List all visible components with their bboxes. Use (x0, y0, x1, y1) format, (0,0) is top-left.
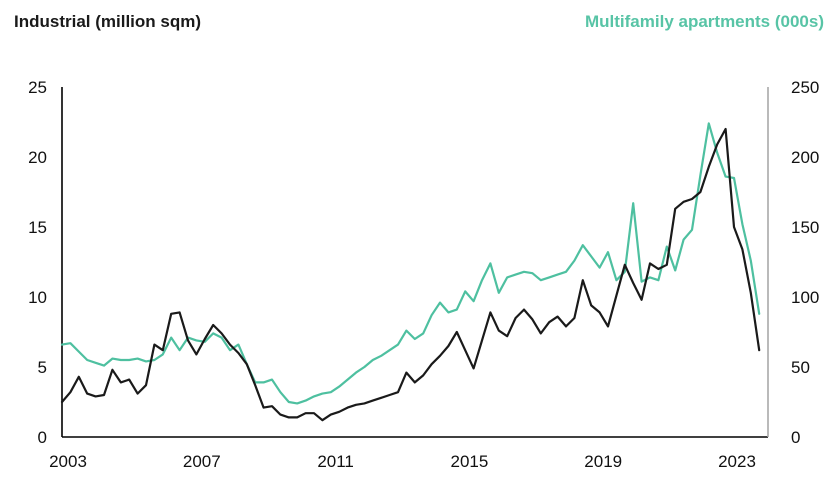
right-axis-tick-label: 100 (791, 288, 819, 307)
x-axis-tick-label: 2023 (718, 452, 756, 471)
right-axis-tick-label: 250 (791, 78, 819, 97)
x-axis-tick-label: 2019 (584, 452, 622, 471)
left-axis-tick-label: 5 (38, 358, 47, 377)
right-axis-tick-label: 50 (791, 358, 810, 377)
multifamily-line (60, 122, 761, 405)
right-axis-tick-label: 200 (791, 148, 819, 167)
right-axis-tick-label: 150 (791, 218, 819, 237)
left-axis-tick-label: 10 (28, 288, 47, 307)
left-axis-title: Industrial (million sqm) (14, 12, 202, 31)
left-axis-tick-label: 20 (28, 148, 47, 167)
x-axis-tick-label: 2003 (49, 452, 87, 471)
industrial-line (60, 127, 761, 422)
right-axis-tick-label: 0 (791, 428, 800, 447)
right-axis-title: Multifamily apartments (000s) (584, 12, 824, 31)
x-axis-tick-label: 2015 (450, 452, 488, 471)
left-axis-tick-label: 0 (38, 428, 47, 447)
x-axis-tick-label: 2011 (317, 452, 354, 471)
left-axis-tick-label: 25 (28, 78, 47, 97)
left-axis-tick-label: 15 (28, 218, 47, 237)
x-axis-tick-label: 2007 (183, 452, 221, 471)
